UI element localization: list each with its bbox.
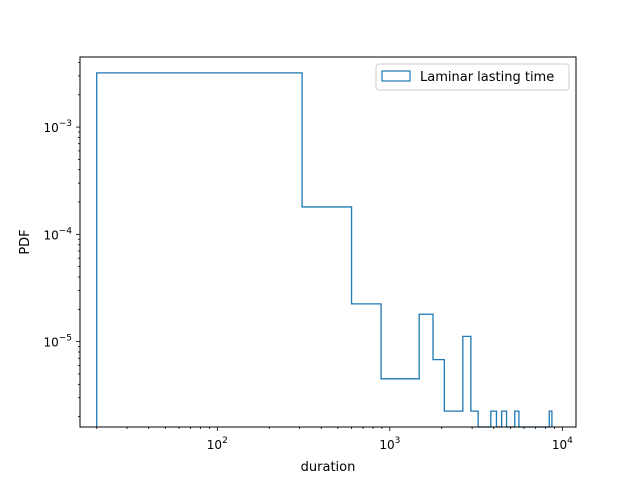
x-tick-label: 102: [207, 436, 228, 452]
histogram-step-line: [96, 72, 553, 428]
major-ticks: [76, 126, 563, 431]
legend: Laminar lasting time: [375, 63, 570, 91]
legend-swatch: [381, 70, 411, 82]
x-tick-label: 104: [552, 436, 573, 452]
tick-labels: 102 103 104 10−5 10−4 10−3: [43, 119, 573, 452]
x-axis-label: duration: [301, 460, 356, 475]
legend-label: Laminar lasting time: [420, 70, 554, 85]
y-tick-label: 10−5: [43, 334, 72, 350]
y-axis-label: PDF: [18, 229, 33, 254]
legend-box: [375, 63, 570, 91]
axes-frame: [79, 56, 577, 428]
y-tick-label: 10−3: [43, 119, 72, 135]
y-tick-label: 10−4: [43, 226, 72, 242]
x-tick-label: 103: [379, 436, 400, 452]
